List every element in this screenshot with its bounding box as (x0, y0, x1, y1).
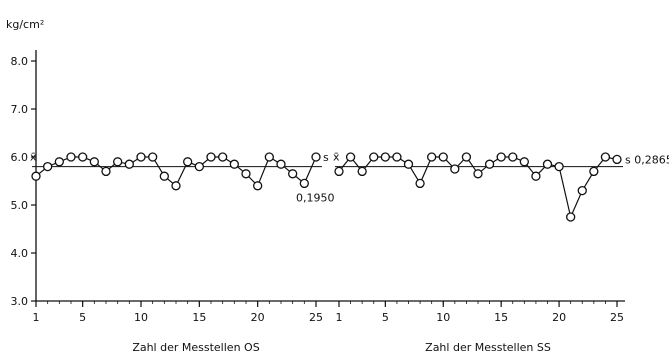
data-point (276, 159, 286, 169)
data-point (299, 178, 309, 189)
data-point (542, 159, 553, 169)
y-tick-label: 8.0 (11, 55, 29, 68)
data-point (519, 157, 529, 167)
s-value: 0,1950 (296, 191, 335, 204)
y-tick-label: 4.0 (11, 247, 29, 260)
data-point (54, 157, 64, 167)
x-tick-label: 10 (134, 311, 148, 324)
y-axis-unit-label: kg/cm² (6, 18, 44, 31)
x-tick-label: 5 (79, 311, 86, 324)
data-point (403, 159, 414, 169)
x-tick-label: 25 (610, 311, 624, 324)
data-point (427, 152, 437, 162)
data-point (473, 169, 483, 179)
data-point (566, 212, 576, 222)
data-point (345, 152, 356, 162)
data-point (531, 171, 541, 181)
y-tick-label: 7.0 (11, 103, 29, 116)
data-point (124, 159, 134, 169)
data-point (89, 157, 99, 167)
y-tick-label: 3.0 (11, 295, 29, 308)
y-tick-label: 6.0 (11, 151, 29, 164)
data-point (392, 152, 402, 162)
x-tick-label: 20 (251, 311, 265, 324)
data-point (206, 152, 216, 162)
mean-label: x̄ (30, 151, 37, 164)
data-point (101, 166, 111, 177)
data-point (43, 161, 53, 172)
data-point (380, 152, 390, 162)
data-point (218, 152, 228, 162)
data-point (496, 152, 506, 162)
series-layer (31, 152, 622, 222)
data-point (450, 164, 460, 174)
data-point (253, 181, 263, 191)
data-point (159, 171, 169, 181)
data-point (66, 152, 76, 162)
data-point (438, 152, 448, 162)
data-point (589, 166, 599, 177)
data-point (264, 152, 274, 162)
data-point (357, 166, 367, 177)
data-point (577, 185, 587, 196)
data-point (229, 159, 239, 169)
data-point (148, 152, 158, 162)
data-point (600, 152, 611, 162)
data-point (78, 152, 88, 162)
data-point (288, 169, 298, 179)
data-point (334, 166, 344, 177)
data-point (612, 154, 622, 165)
data-point (415, 178, 425, 189)
data-point (171, 181, 181, 191)
x-axis-title: Zahl der Messtellen SS (425, 341, 551, 352)
s-value: s 0,2865 (625, 153, 669, 166)
s-label: s (323, 151, 329, 164)
data-point (369, 152, 379, 162)
data-point (484, 159, 495, 169)
data-point (183, 157, 193, 167)
data-point (194, 161, 204, 172)
x-tick-label: 1 (336, 311, 343, 324)
y-tick-label: 5.0 (11, 199, 29, 212)
data-point (31, 171, 41, 181)
series-line (338, 156, 618, 219)
data-point (311, 152, 321, 162)
x-tick-label: 5 (382, 311, 389, 324)
x-tick-label: 15 (192, 311, 206, 324)
x-tick-label: 10 (436, 311, 450, 324)
x-tick-label: 25 (309, 311, 323, 324)
data-point (113, 157, 123, 167)
data-point (554, 161, 564, 172)
data-point (508, 152, 518, 162)
x-tick-label: 1 (33, 311, 40, 324)
data-point (461, 152, 472, 162)
data-point (136, 152, 146, 162)
x-tick-label: 15 (494, 311, 508, 324)
x-tick-label: 20 (552, 311, 566, 324)
mean-label: x̄ (333, 151, 340, 164)
data-point (241, 169, 251, 179)
x-axis-title: Zahl der Messtellen OS (132, 341, 259, 352)
